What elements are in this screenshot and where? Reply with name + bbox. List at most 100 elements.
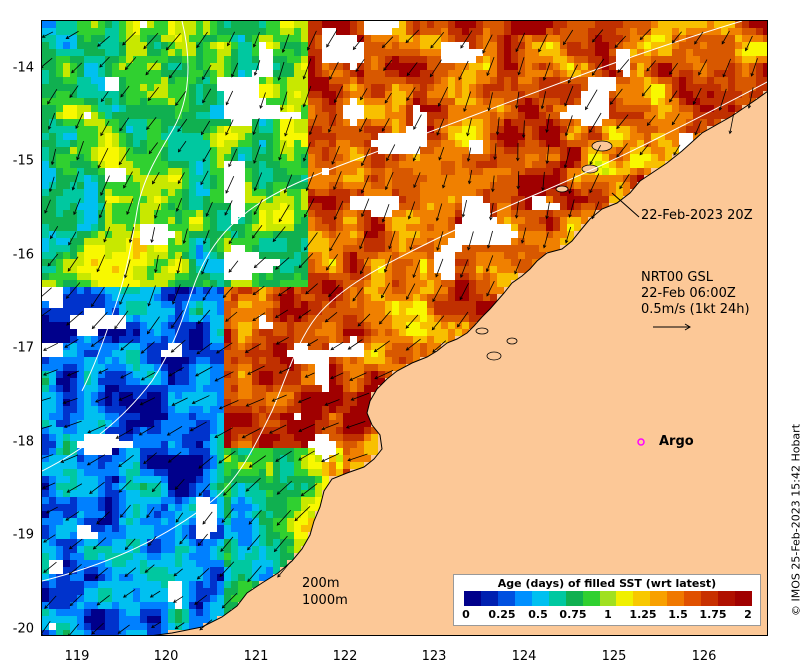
current-vector <box>176 198 183 212</box>
current-vector <box>432 284 443 302</box>
sst-map[interactable] <box>41 20 768 636</box>
current-vector-head <box>326 266 330 271</box>
current-vector-head <box>520 239 525 244</box>
sst-age-field <box>42 21 767 635</box>
current-vector-head <box>120 375 124 379</box>
current-vector <box>254 256 266 268</box>
current-vector-head <box>63 424 68 429</box>
current-vector-head <box>457 323 461 328</box>
current-vector <box>69 85 79 98</box>
current-vector <box>348 339 363 350</box>
current-vector-head <box>124 546 129 551</box>
current-vector <box>486 255 494 272</box>
current-vector-head <box>568 190 572 195</box>
current-vector <box>43 561 57 573</box>
current-vector-head <box>585 106 589 111</box>
current-vector-head <box>350 397 355 401</box>
current-vector-head <box>114 325 118 330</box>
colorbar-segment <box>531 591 549 606</box>
current-vector-head <box>304 214 308 218</box>
current-vector-head <box>154 269 158 273</box>
current-vector-head <box>66 373 71 377</box>
current-vector-head <box>373 348 378 353</box>
current-vector <box>43 369 58 376</box>
y-tick-label: -15 <box>12 153 34 169</box>
land-mass <box>153 91 767 635</box>
current-vector <box>196 342 213 355</box>
current-vector <box>66 311 83 326</box>
current-vector <box>172 397 188 406</box>
current-vector-head <box>589 161 593 165</box>
current-vector <box>517 171 520 189</box>
current-vector <box>117 624 130 634</box>
current-vector-head <box>120 93 124 98</box>
current-vector <box>546 144 550 164</box>
current-vector-head <box>305 187 310 192</box>
current-vector <box>751 58 758 77</box>
current-vector <box>334 200 344 220</box>
current-vector-head <box>466 158 471 162</box>
current-vector <box>591 201 600 219</box>
current-vector <box>67 256 79 272</box>
current-vector-head <box>442 184 446 189</box>
current-vector-head <box>143 45 147 50</box>
current-vector-head <box>42 34 46 38</box>
current-vector-head <box>515 105 519 109</box>
current-vector-head <box>244 349 249 353</box>
current-vector <box>225 311 238 322</box>
current-vector <box>610 88 623 105</box>
current-vector <box>167 426 183 436</box>
current-vector <box>60 454 79 463</box>
current-vector-head <box>66 322 70 326</box>
current-vector-head <box>176 270 180 274</box>
current-vector <box>467 147 472 162</box>
y-tick-label: -14 <box>12 60 34 76</box>
current-vector <box>435 258 444 277</box>
current-vector <box>143 452 157 464</box>
current-vector-head <box>253 160 257 164</box>
current-vector-head <box>517 71 521 76</box>
current-vector-head <box>545 129 549 133</box>
current-vector <box>408 201 416 219</box>
current-vector <box>275 257 290 270</box>
current-vector <box>96 511 110 525</box>
current-vector <box>309 114 318 135</box>
current-vector <box>225 175 235 194</box>
current-vector <box>694 31 704 45</box>
current-vector <box>97 147 109 169</box>
current-vector <box>413 172 421 188</box>
current-vector-head <box>92 545 97 550</box>
current-vector-head <box>172 300 176 305</box>
current-vector-head <box>50 161 55 166</box>
current-vector-head <box>329 76 333 81</box>
contour-200m-label: 200m <box>302 576 340 591</box>
colorbar-segment <box>464 591 481 606</box>
current-vector-head <box>247 371 251 375</box>
current-vector <box>487 230 493 248</box>
current-vector-head <box>170 349 175 353</box>
current-vector <box>99 200 107 218</box>
current-vector-head <box>460 44 464 49</box>
current-vector <box>521 227 527 244</box>
current-vector-head <box>223 492 227 496</box>
current-vector <box>496 117 500 135</box>
current-vector <box>352 287 364 302</box>
current-vector-head <box>96 602 101 606</box>
current-vector-head <box>90 343 95 347</box>
current-vector <box>175 478 185 490</box>
current-vector <box>569 173 576 194</box>
colorbar-segment <box>480 591 498 606</box>
current-vector-head <box>431 326 436 331</box>
current-vector <box>355 58 365 72</box>
current-vector-head <box>100 192 104 196</box>
current-vector-head <box>280 107 284 112</box>
colorbar-tick: 1 <box>604 608 612 621</box>
current-vector-head <box>694 40 698 45</box>
colorbar-tick: 1.25 <box>629 608 657 621</box>
current-vector-head <box>177 128 181 133</box>
current-vector-head <box>151 624 155 628</box>
current-vector-head <box>564 102 568 107</box>
current-vector <box>719 88 727 111</box>
current-vector-head <box>568 214 572 218</box>
current-vector <box>748 87 754 109</box>
